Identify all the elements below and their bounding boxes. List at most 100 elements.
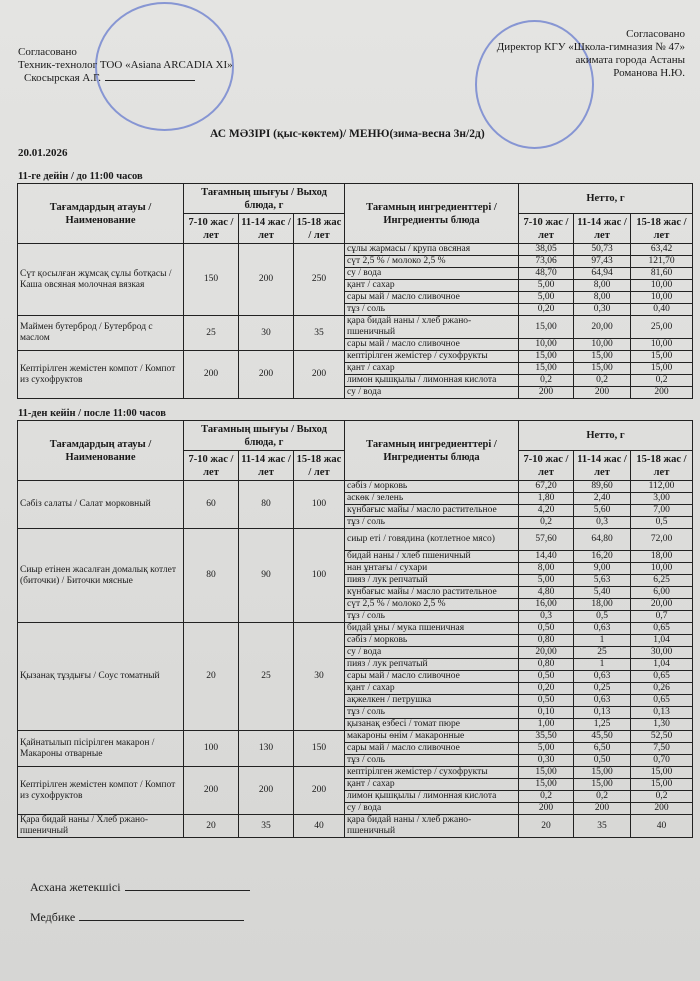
ingredient-netto: 0,20 <box>518 303 574 316</box>
approval-left: Согласовано Техник-технолог ТОО «Asiana … <box>18 46 233 85</box>
section-title-before-11: 11-ге дейін / до 11:00 часов <box>18 171 143 182</box>
dish-output: 200 <box>183 766 239 815</box>
table-row: тұз / соль 0,10 0,13 0,13 <box>18 706 694 719</box>
ingredient-netto: 10,00 <box>629 291 694 304</box>
ingredient-netto: 15,00 <box>518 766 574 779</box>
approval-person: Скосырская А.Г. <box>24 72 101 84</box>
ingredient-netto: 0,25 <box>573 682 631 695</box>
ingredient-netto: 6,00 <box>629 586 694 599</box>
ingredient-netto: 52,50 <box>629 730 694 743</box>
ingredient-name: күнбағыс майы / масло растительное <box>344 586 519 599</box>
ingredient-name: тұз / соль <box>344 516 519 529</box>
signature-label: Медбике <box>30 910 76 924</box>
ingredient-netto: 0,70 <box>629 754 694 767</box>
table-row: қант / сахар 5,00 8,00 10,00 <box>18 279 694 292</box>
ingredient-name: кептірілген жемістер / сухофрукты <box>344 350 519 363</box>
approval-position: Директор КГУ «Школа-гимназия № 47» <box>496 41 685 53</box>
ingredient-netto: 57,60 <box>518 528 574 551</box>
ingredient-netto: 0,13 <box>629 706 694 719</box>
ingredient-name: кептірілген жемістер / сухофрукты <box>344 766 519 779</box>
ingredient-netto: 48,70 <box>518 267 574 280</box>
dish-name: Сиыр етінен жасалған домалық котлет (бит… <box>17 528 184 623</box>
ingredient-netto: 0,63 <box>573 670 631 683</box>
ingredient-netto: 1 <box>573 634 631 647</box>
dish-output: 100 <box>293 480 345 529</box>
approval-label: Согласовано <box>18 46 77 58</box>
ingredient-netto: 1,04 <box>629 658 694 671</box>
ingredient-name: бидай наны / хлеб пшеничный <box>344 550 519 563</box>
ingredient-netto: 0,7 <box>629 610 694 623</box>
ingredient-name: пияз / лук репчатый <box>344 574 519 587</box>
table-row: сары май / масло сливочное 5,00 8,00 10,00 <box>18 291 694 304</box>
header-age: 15-18 жас / лет <box>293 213 345 244</box>
ingredient-name: қара бидай наны / хлеб ржано-пшеничный <box>344 315 519 339</box>
ingredient-netto: 20,00 <box>518 646 574 659</box>
ingredient-netto: 5,00 <box>518 742 574 755</box>
ingredient-name: сары май / масло сливочное <box>344 670 519 683</box>
section-title-after-11: 11-ден кейін / после 11:00 часов <box>18 408 166 419</box>
dish-output: 30 <box>238 315 294 351</box>
ingredient-netto: 64,80 <box>573 528 631 551</box>
ingredient-netto: 0,80 <box>518 658 574 671</box>
header-age: 15-18 жас / лет <box>629 450 694 481</box>
ingredient-name: сұлы жармасы / крупа овсяная <box>344 243 519 256</box>
dish-output: 200 <box>293 350 345 399</box>
ingredient-netto: 38,05 <box>518 243 574 256</box>
ingredient-netto: 10,00 <box>573 338 631 351</box>
ingredient-netto: 20 <box>518 814 574 838</box>
ingredient-netto: 5,63 <box>573 574 631 587</box>
dish-output: 100 <box>183 730 239 767</box>
ingredient-netto: 15,00 <box>629 362 694 375</box>
header-age: 11-14 жас / лет <box>573 213 631 244</box>
ingredient-netto: 200 <box>629 386 694 399</box>
ingredient-netto: 0,2 <box>573 374 631 387</box>
ingredient-name: қант / сахар <box>344 362 519 375</box>
dish-name: Сүт қосылған жұмсақ сұлы ботқасы / Каша … <box>17 243 184 316</box>
ingredient-netto: 7,00 <box>629 504 694 517</box>
ingredient-name: су / вода <box>344 646 519 659</box>
ingredient-netto: 0,3 <box>573 516 631 529</box>
header-age: 7-10 жас / лет <box>518 213 574 244</box>
dish-name: Кептірілген жемістен компот / Компот из … <box>17 766 184 815</box>
header-dish: Тағамдардың атауы / Наименование <box>17 420 184 481</box>
ingredient-netto: 10,00 <box>518 338 574 351</box>
dish-name: Кептірілген жемістен компот / Компот из … <box>17 350 184 399</box>
table-row: қант / сахар 0,20 0,25 0,26 <box>18 682 694 695</box>
table-row: су / вода 200 200 200 <box>18 802 694 815</box>
ingredient-netto: 4,80 <box>518 586 574 599</box>
ingredient-netto: 14,40 <box>518 550 574 563</box>
ingredient-name: қара бидай наны / хлеб ржано-пшеничный <box>344 814 519 838</box>
table-row: тұз / соль 0,3 0,5 0,7 <box>18 610 694 623</box>
ingredient-netto: 0,40 <box>629 303 694 316</box>
ingredient-netto: 15,00 <box>573 778 631 791</box>
table-row: Қызанақ тұздығы / Соус томатный 20 25 30 бид… <box>17 622 694 731</box>
ingredient-netto: 200 <box>573 802 631 815</box>
ingredient-netto: 63,42 <box>629 243 694 256</box>
ingredient-netto: 0,20 <box>518 682 574 695</box>
header-age: 7-10 жас / лет <box>183 450 239 481</box>
ingredient-netto: 5,40 <box>573 586 631 599</box>
ingredient-netto: 0,13 <box>573 706 631 719</box>
ingredient-netto: 15,00 <box>518 315 574 339</box>
ingredient-netto: 8,00 <box>518 562 574 575</box>
ingredient-name: сәбіз / морковь <box>344 634 519 647</box>
header-ingredients: Тағамның ингредиенттері / Ингредиенты бл… <box>344 183 519 244</box>
ingredient-netto: 15,00 <box>518 778 574 791</box>
header-netto: Нетто, г <box>517 183 694 214</box>
ingredient-netto: 9,00 <box>573 562 631 575</box>
ingredient-netto: 0,2 <box>573 790 631 803</box>
table-row: сары май / масло сливочное 10,00 10,00 10,0… <box>18 338 694 351</box>
ingredient-name: тұз / соль <box>344 303 519 316</box>
table-row: Қара бидай наны / Хлеб ржано-пшеничный 20… <box>17 814 694 838</box>
dish-output: 35 <box>238 814 294 838</box>
ingredient-netto: 5,00 <box>518 279 574 292</box>
ingredient-netto: 1,30 <box>629 718 694 731</box>
table-row: Сиыр етінен жасалған домалық котлет (бит… <box>17 528 694 623</box>
ingredient-netto: 50,73 <box>573 243 631 256</box>
dish-output: 35 <box>293 315 345 351</box>
ingredient-name: сиыр еті / говядина (котлетное мясо) <box>344 528 519 551</box>
ingredient-name: күнбағыс майы / масло растительное <box>344 504 519 517</box>
dish-output: 100 <box>293 528 345 623</box>
ingredient-netto: 5,00 <box>518 291 574 304</box>
ingredient-netto: 20,00 <box>573 315 631 339</box>
